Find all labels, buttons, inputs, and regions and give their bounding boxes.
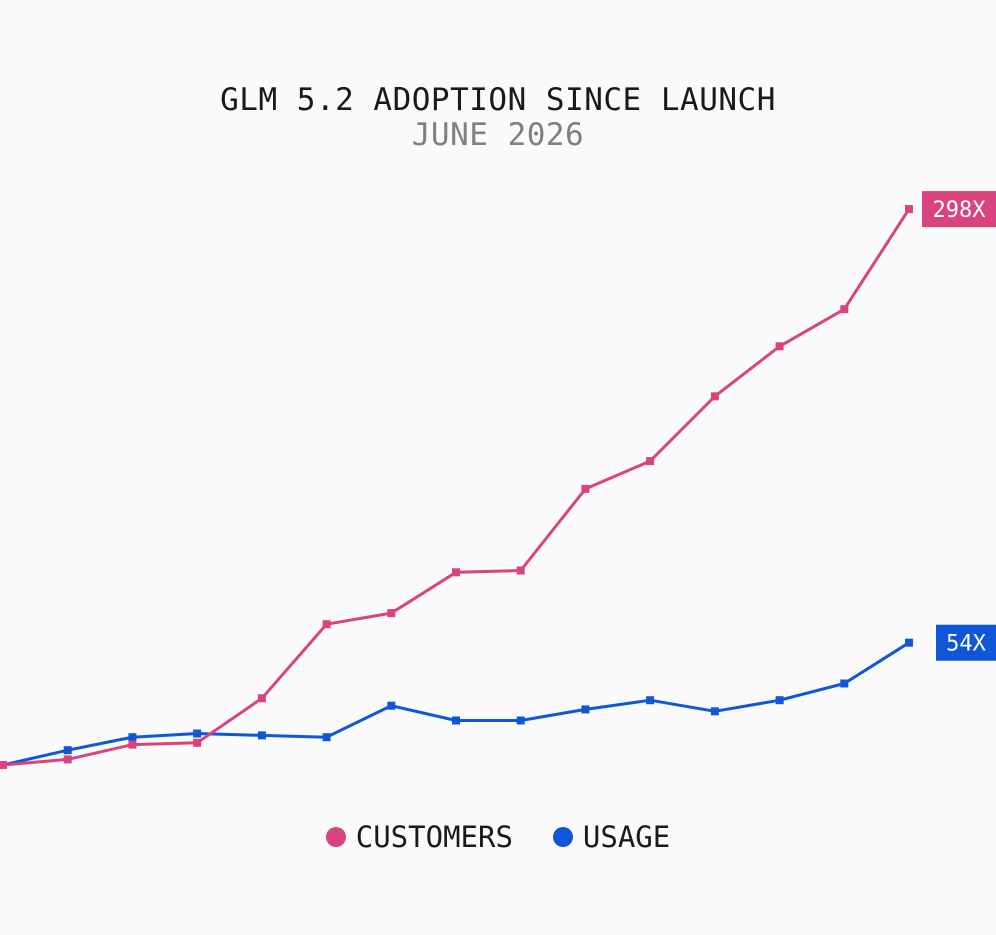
- data-point-usage-1: [63, 746, 72, 755]
- data-point-customers-14: [905, 205, 913, 214]
- legend-label-customers: CUSTOMERS: [355, 820, 513, 854]
- data-point-customers-8: [516, 566, 525, 575]
- end-label-badge-customers: [922, 191, 996, 228]
- data-point-usage-6: [387, 701, 396, 710]
- data-point-customers-2: [128, 740, 137, 749]
- series-customers: 298X: [0, 191, 996, 769]
- data-point-customers-6: [387, 609, 396, 618]
- data-point-usage-7: [452, 716, 460, 725]
- data-point-usage-13: [840, 679, 849, 688]
- data-point-customers-10: [646, 457, 655, 466]
- series-usage: 54X: [0, 624, 996, 769]
- legend-label-usage: USAGE: [582, 820, 671, 854]
- legend-swatch-usage: [552, 827, 573, 847]
- data-point-customers-4: [257, 694, 266, 703]
- data-point-customers-13: [840, 305, 849, 314]
- end-label-badge-usage: [936, 624, 996, 661]
- data-point-customers-12: [775, 342, 784, 351]
- series-line-customers: [2, 208, 911, 767]
- data-point-usage-8: [516, 716, 525, 725]
- data-point-customers-11: [710, 392, 719, 401]
- data-point-usage-2: [128, 733, 137, 742]
- data-point-usage-4: [257, 731, 266, 740]
- legend-swatch-customers: [325, 827, 346, 847]
- data-point-customers-5: [322, 620, 331, 629]
- data-point-usage-5: [322, 733, 331, 742]
- data-point-usage-14: [905, 638, 913, 647]
- data-point-customers-3: [193, 738, 202, 747]
- chart-subtitle: JUNE 2026: [411, 117, 585, 153]
- data-point-usage-12: [775, 696, 784, 705]
- data-point-usage-11: [710, 707, 719, 716]
- legend-item-usage: USAGE: [552, 820, 671, 854]
- data-point-usage-9: [581, 705, 590, 714]
- end-label-customers: 298X: [933, 198, 987, 223]
- data-point-usage-3: [193, 729, 202, 738]
- data-point-customers-0: [0, 761, 7, 769]
- data-point-customers-1: [63, 755, 72, 764]
- legend-item-customers: CUSTOMERS: [325, 820, 513, 854]
- data-point-usage-10: [646, 696, 655, 705]
- series-line-usage: [2, 641, 910, 767]
- data-point-customers-7: [452, 568, 460, 577]
- chart-title: GLM 5.2 ADOPTION SINCE LAUNCH: [220, 82, 776, 118]
- end-label-usage: 54X: [946, 632, 986, 657]
- chart-legend: CUSTOMERS USAGE: [0, 820, 996, 854]
- data-point-customers-9: [581, 484, 590, 493]
